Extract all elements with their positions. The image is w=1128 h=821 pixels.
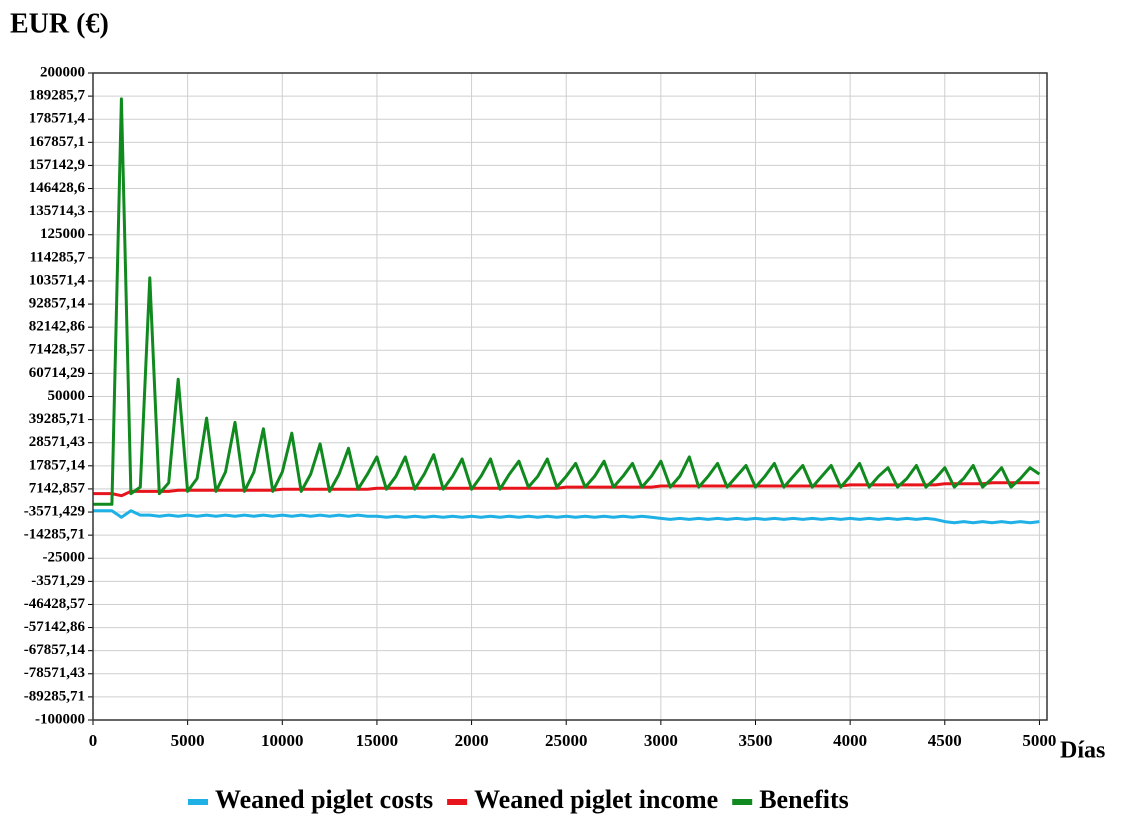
series-line <box>93 97 1041 506</box>
x-tick-label: 3500 <box>739 731 773 750</box>
x-tick-label: 25000 <box>545 731 588 750</box>
y-tick-label: -3571,29 <box>31 573 85 589</box>
x-tick-label: 10000 <box>261 731 304 750</box>
legend-label: Benefits <box>759 785 849 814</box>
y-tick-label: -78571,43 <box>24 665 85 681</box>
legend-swatch <box>732 799 753 805</box>
legend-label: Weaned piglet income <box>474 785 718 814</box>
y-tick-label: 135714,3 <box>29 203 85 219</box>
y-tick-label: -67857,14 <box>24 642 86 658</box>
x-axis-label: Días <box>1060 738 1105 764</box>
y-tick-label: -14285,71 <box>24 527 85 543</box>
y-tick-label: 39285,71 <box>29 411 85 427</box>
x-tick-label: 3000 <box>644 731 678 750</box>
x-tick-label: 2000 <box>455 731 489 750</box>
y-tick-label: 200000 <box>40 64 85 80</box>
y-tick-label: 7142,857 <box>29 480 86 496</box>
plot-frame <box>92 72 1048 721</box>
y-tick-label: -100000 <box>35 711 85 727</box>
y-tick-label: 17857,14 <box>29 457 86 473</box>
x-tick-label: 15000 <box>356 731 399 750</box>
y-tick-label: 82142,86 <box>29 319 86 335</box>
y-tick-label: 92857,14 <box>29 296 86 312</box>
y-tick-label: 103571,4 <box>29 272 86 288</box>
y-tick-label: -3571,429 <box>24 503 85 519</box>
y-tick-label: 60714,29 <box>29 365 85 381</box>
y-tick-label: 167857,1 <box>29 134 85 150</box>
y-tick-label: 125000 <box>40 226 85 242</box>
x-tick-label: 0 <box>89 731 98 750</box>
legend-label: Weaned piglet costs <box>215 785 433 814</box>
y-tick-label: 71428,57 <box>29 342 86 358</box>
y-tick-label: 157142,9 <box>29 157 85 173</box>
y-tick-label: 178571,4 <box>29 111 86 127</box>
chart-title: EUR (€) <box>10 8 109 39</box>
x-tick-label: 4000 <box>833 731 867 750</box>
legend-swatch <box>188 799 208 805</box>
y-tick-label: -46428,57 <box>24 596 86 612</box>
y-tick-label: 114285,7 <box>30 249 86 265</box>
series-line <box>93 509 1040 525</box>
y-tick-label: -89285,71 <box>24 688 85 704</box>
series-line <box>93 481 1040 498</box>
x-tick-label: 5000 <box>1022 731 1056 750</box>
y-tick-label: -57142,86 <box>24 619 86 635</box>
y-tick-label: 28571,43 <box>29 434 85 450</box>
x-tick-label: 4500 <box>928 731 962 750</box>
y-tick-label: 146428,6 <box>29 180 86 196</box>
y-tick-label: 50000 <box>48 388 86 404</box>
y-tick-label: -25000 <box>43 550 86 566</box>
x-tick-label: 5000 <box>171 731 205 750</box>
y-tick-label: 189285,7 <box>29 88 86 104</box>
legend-swatch <box>447 799 468 805</box>
